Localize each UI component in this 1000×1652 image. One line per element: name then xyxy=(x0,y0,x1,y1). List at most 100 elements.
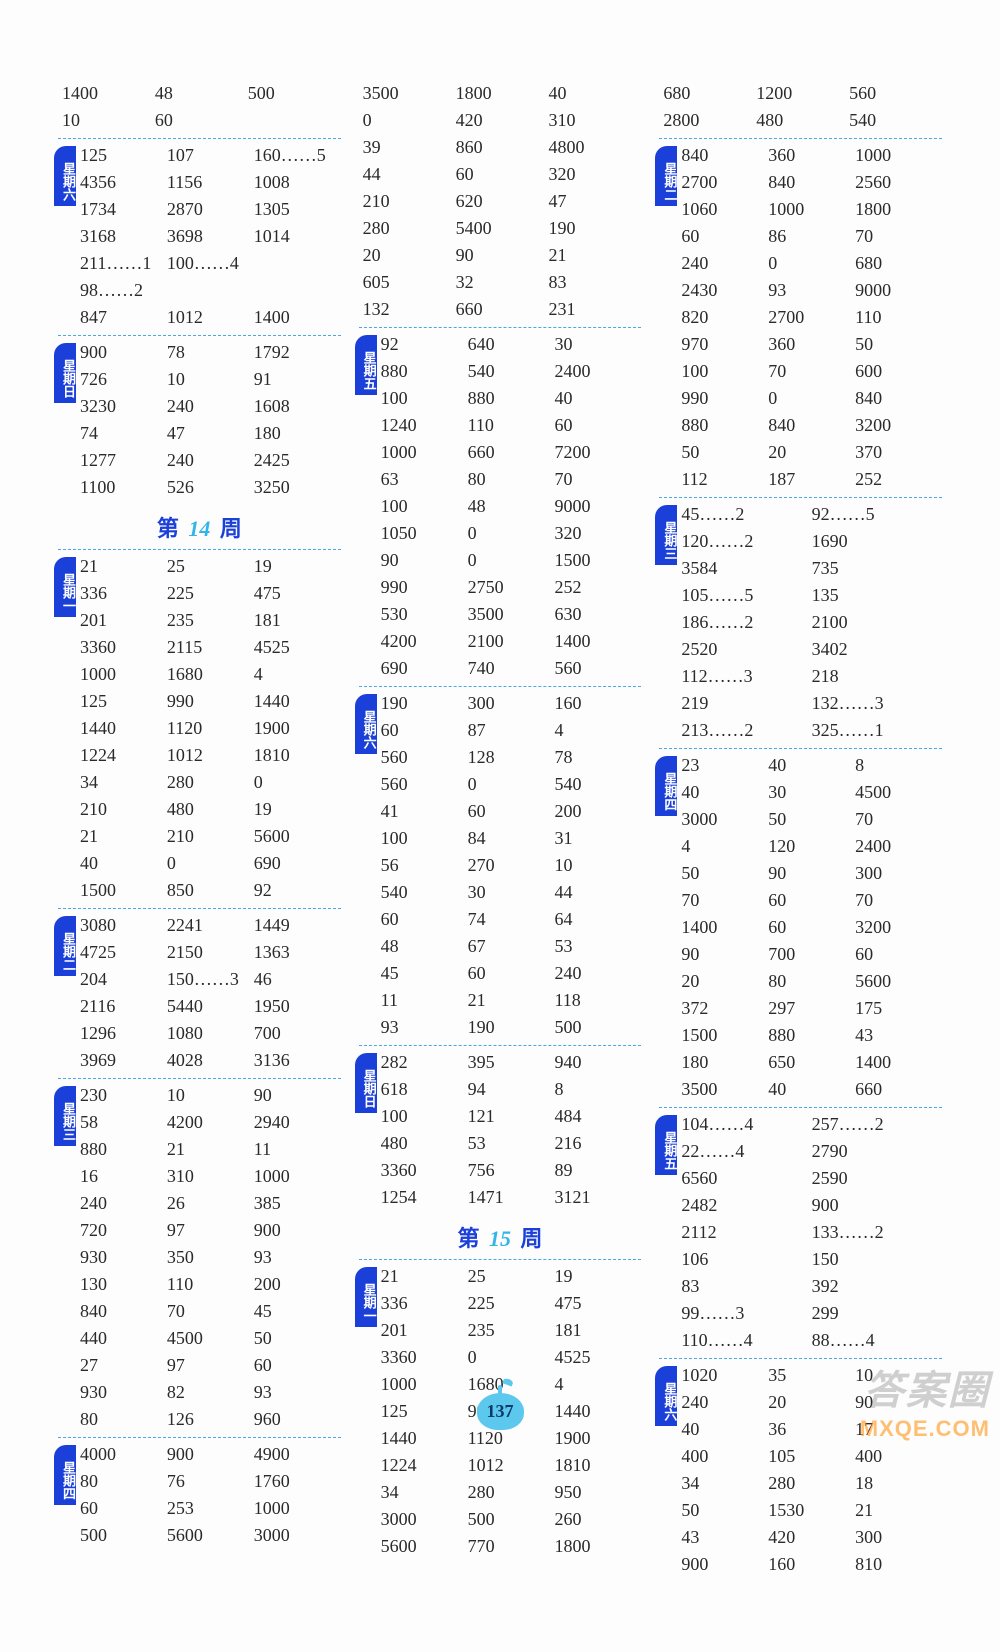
cell: 2150 xyxy=(165,939,252,966)
cell: 2790 xyxy=(810,1138,940,1165)
cell: 3080 xyxy=(78,912,165,939)
cell: 1254 xyxy=(379,1184,466,1211)
cell: 930 xyxy=(78,1244,165,1271)
cell: 252 xyxy=(552,574,639,601)
cell: 240 xyxy=(552,960,639,987)
cell: 120……2 xyxy=(679,528,809,555)
cell: 56 xyxy=(379,852,466,879)
table-row: 60874 xyxy=(379,717,640,744)
cell: 0 xyxy=(766,385,853,412)
cell: 726 xyxy=(78,366,165,393)
table-row: 41202400 xyxy=(679,833,940,860)
cell: 160……5 xyxy=(252,142,339,169)
cell: 2520 xyxy=(679,636,809,663)
cell: 60 xyxy=(379,717,466,744)
cell: 1760 xyxy=(252,1468,339,1495)
table-row: 11005263250 xyxy=(78,474,339,501)
day-tab: 星期三 xyxy=(54,1086,76,1146)
cell: 104……4 xyxy=(679,1111,809,1138)
day-tab: 星期一 xyxy=(54,557,76,617)
cell: 60 xyxy=(679,223,766,250)
cell: 2870 xyxy=(165,196,252,223)
cell: 70 xyxy=(766,358,853,385)
cell: 1080 xyxy=(165,1020,252,1047)
cell: 540 xyxy=(552,771,639,798)
cell: 1792 xyxy=(252,339,339,366)
cell: 90 xyxy=(454,242,547,269)
table-row: 400105400 xyxy=(679,1443,940,1470)
cell: 64 xyxy=(552,906,639,933)
table-row: 50056003000 xyxy=(78,1522,339,1549)
section: 68012005602800480540 xyxy=(661,80,940,134)
cell: 180 xyxy=(679,1049,766,1076)
cell: 211……1 xyxy=(78,250,165,277)
table-row: 93035093 xyxy=(78,1244,339,1271)
cell: 181 xyxy=(252,607,339,634)
cell: 3584 xyxy=(679,555,809,582)
cell: 92……5 xyxy=(810,501,940,528)
cell: 336 xyxy=(379,1290,466,1317)
data-table: 400090049008076176060253100050056003000 xyxy=(78,1441,339,1549)
cell: 70 xyxy=(165,1298,252,1325)
day-tab: 星期四 xyxy=(655,756,677,816)
cell: 1500 xyxy=(78,877,165,904)
section: 星期二308022411449472521501363204150……34621… xyxy=(60,912,339,1074)
cell: 735 xyxy=(810,555,940,582)
table-row: 336021154525 xyxy=(78,634,339,661)
cell: 1449 xyxy=(252,912,339,939)
table-row: 120……21690 xyxy=(679,528,940,555)
table-row: 5090300 xyxy=(679,860,940,887)
cell: 480 xyxy=(754,107,847,134)
cell: 27 xyxy=(78,1352,165,1379)
cell: 132……3 xyxy=(810,690,940,717)
table-row: 24026385 xyxy=(78,1190,339,1217)
cell: 700 xyxy=(252,1020,339,1047)
cell: 50 xyxy=(679,1497,766,1524)
cell: 110 xyxy=(853,304,940,331)
table-row: 336004525 xyxy=(379,1344,640,1371)
cell: 200 xyxy=(252,1271,339,1298)
table-row: 48053216 xyxy=(379,1130,640,1157)
page-number-badge: 137 xyxy=(0,1393,1000,1430)
cell: 526 xyxy=(165,474,252,501)
cell: 48 xyxy=(466,493,553,520)
cell: 560 xyxy=(379,771,466,798)
cell: 74 xyxy=(466,906,553,933)
table-row: 105……5135 xyxy=(679,582,940,609)
cell xyxy=(246,107,339,134)
cell: 90 xyxy=(252,1082,339,1109)
cell: 216 xyxy=(552,1130,639,1157)
cell: 880 xyxy=(379,358,466,385)
cell: 820 xyxy=(679,304,766,331)
cell: 93 xyxy=(252,1244,339,1271)
data-table: 125107160……54356115610081734287013053168… xyxy=(78,142,339,331)
cell: 46 xyxy=(252,966,339,993)
cell: 60 xyxy=(853,941,940,968)
cell: 900 xyxy=(810,1192,940,1219)
cell: 190 xyxy=(466,1014,553,1041)
cell: 3200 xyxy=(853,412,940,439)
table-row: 5842002940 xyxy=(78,1109,339,1136)
cell: 30 xyxy=(466,879,553,906)
cell: 1100 xyxy=(78,474,165,501)
cell: 690 xyxy=(379,655,466,682)
data-table: 308022411449472521501363204150……34621165… xyxy=(78,912,339,1074)
cell: 231 xyxy=(546,296,639,323)
cell: 2100 xyxy=(466,628,553,655)
cell: 90 xyxy=(379,547,466,574)
cell: 325……1 xyxy=(810,717,940,744)
cell: 150……3 xyxy=(165,966,252,993)
table-row: 21048019 xyxy=(78,796,339,823)
cell: 219 xyxy=(679,690,809,717)
cell: 45……2 xyxy=(679,501,809,528)
cell: 40 xyxy=(766,1076,853,1103)
cell: 240 xyxy=(78,1190,165,1217)
cell: 4800 xyxy=(546,134,639,161)
table-row: 8403601000 xyxy=(679,142,940,169)
cell: 34 xyxy=(379,1479,466,1506)
cell: 7200 xyxy=(552,439,639,466)
cell xyxy=(252,277,339,304)
cell: 50 xyxy=(679,439,766,466)
cell xyxy=(252,250,339,277)
cell: 4028 xyxy=(165,1047,252,1074)
